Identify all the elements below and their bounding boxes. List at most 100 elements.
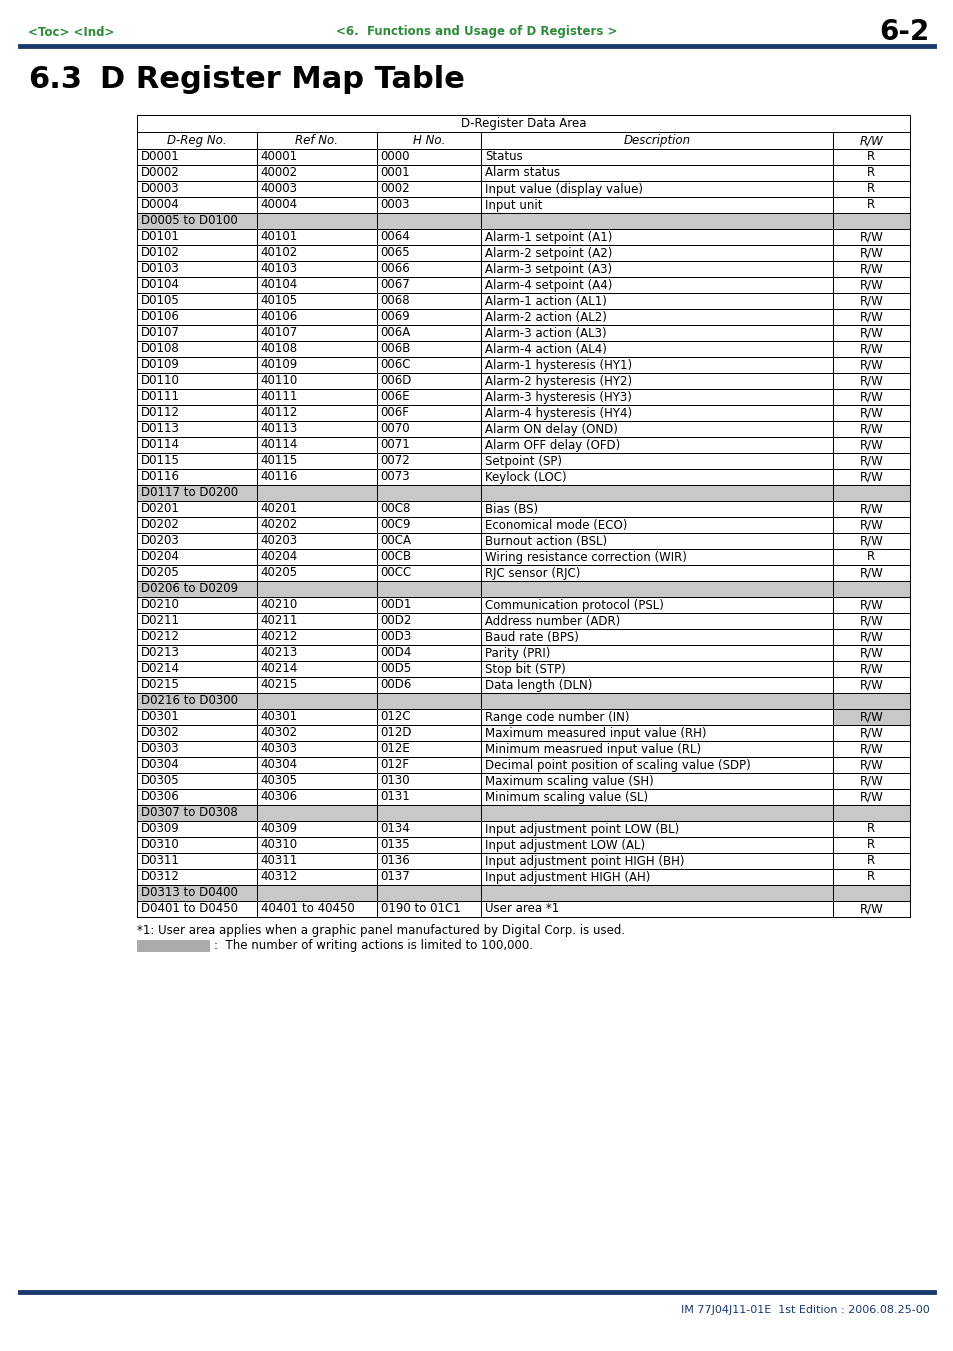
Text: R/W: R/W xyxy=(859,470,882,484)
Text: Alarm-2 hysteresis (HY2): Alarm-2 hysteresis (HY2) xyxy=(484,374,632,388)
Text: R/W: R/W xyxy=(859,295,882,308)
Text: R/W: R/W xyxy=(859,246,882,259)
Bar xyxy=(832,389,909,405)
Text: 00CC: 00CC xyxy=(380,566,412,580)
Text: D0401 to D0450: D0401 to D0450 xyxy=(141,902,237,916)
Bar xyxy=(480,277,832,293)
Text: 40114: 40114 xyxy=(260,439,298,451)
Bar xyxy=(832,709,909,725)
Bar xyxy=(137,230,256,245)
Text: 40003: 40003 xyxy=(260,182,297,196)
Text: R/W: R/W xyxy=(859,662,882,676)
Bar xyxy=(376,373,480,389)
Bar xyxy=(480,534,832,549)
Bar xyxy=(480,885,832,901)
Bar xyxy=(832,485,909,501)
Text: Input adjustment point HIGH (BH): Input adjustment point HIGH (BH) xyxy=(484,854,683,867)
Text: R/W: R/W xyxy=(859,758,882,771)
Bar xyxy=(256,597,376,613)
Text: R/W: R/W xyxy=(859,503,882,516)
Bar xyxy=(376,838,480,852)
Bar xyxy=(376,773,480,789)
Text: D0115: D0115 xyxy=(141,454,180,467)
Bar xyxy=(832,309,909,326)
Text: 012C: 012C xyxy=(380,711,411,724)
Bar xyxy=(376,661,480,677)
Text: Address number (ADR): Address number (ADR) xyxy=(484,615,619,627)
Bar xyxy=(256,757,376,773)
Text: 40202: 40202 xyxy=(260,519,297,531)
Bar xyxy=(480,740,832,757)
Text: Burnout action (BSL): Burnout action (BSL) xyxy=(484,535,606,547)
Bar xyxy=(480,261,832,277)
Bar xyxy=(832,326,909,340)
Text: R/W: R/W xyxy=(859,134,882,147)
Text: Ref No.: Ref No. xyxy=(294,134,338,147)
Text: R/W: R/W xyxy=(859,566,882,580)
Text: 0134: 0134 xyxy=(380,823,410,835)
Bar xyxy=(376,261,480,277)
Bar xyxy=(832,277,909,293)
Bar xyxy=(832,549,909,565)
Text: 0068: 0068 xyxy=(380,295,410,308)
Bar xyxy=(137,709,256,725)
Text: 40108: 40108 xyxy=(260,343,297,355)
Text: Alarm-4 hysteresis (HY4): Alarm-4 hysteresis (HY4) xyxy=(484,407,632,420)
Text: D0211: D0211 xyxy=(141,615,180,627)
Bar xyxy=(480,852,832,869)
Bar xyxy=(376,534,480,549)
Bar xyxy=(832,197,909,213)
Text: D0103: D0103 xyxy=(141,262,179,276)
Text: 40215: 40215 xyxy=(260,678,297,692)
Bar xyxy=(832,805,909,821)
Bar xyxy=(137,805,256,821)
Bar xyxy=(376,709,480,725)
Text: D0005 to D0100: D0005 to D0100 xyxy=(141,215,237,227)
Bar xyxy=(137,693,256,709)
Text: R: R xyxy=(866,854,875,867)
Bar xyxy=(256,901,376,917)
Bar xyxy=(376,852,480,869)
Text: R/W: R/W xyxy=(859,439,882,451)
Bar xyxy=(832,436,909,453)
Bar xyxy=(256,436,376,453)
Text: 40115: 40115 xyxy=(260,454,297,467)
Bar xyxy=(376,757,480,773)
Bar xyxy=(480,436,832,453)
Bar xyxy=(256,213,376,230)
Text: 0064: 0064 xyxy=(380,231,410,243)
Text: D0310: D0310 xyxy=(141,839,179,851)
Bar xyxy=(832,405,909,422)
Bar xyxy=(137,373,256,389)
Text: D0114: D0114 xyxy=(141,439,180,451)
Bar xyxy=(137,869,256,885)
Bar xyxy=(137,838,256,852)
Text: D0313 to D0400: D0313 to D0400 xyxy=(141,886,237,900)
Bar xyxy=(256,725,376,740)
Bar xyxy=(832,901,909,917)
Bar xyxy=(256,422,376,436)
Bar xyxy=(137,485,256,501)
Text: D0201: D0201 xyxy=(141,503,180,516)
Text: 00D3: 00D3 xyxy=(380,631,412,643)
Text: RJC sensor (RJC): RJC sensor (RJC) xyxy=(484,566,579,580)
Text: R/W: R/W xyxy=(859,390,882,404)
Bar xyxy=(256,534,376,549)
Text: 40214: 40214 xyxy=(260,662,298,676)
Bar xyxy=(256,405,376,422)
Bar xyxy=(376,132,480,149)
Text: Alarm OFF delay (OFD): Alarm OFF delay (OFD) xyxy=(484,439,619,451)
Text: D0105: D0105 xyxy=(141,295,179,308)
Text: R/W: R/W xyxy=(859,535,882,547)
Text: Status: Status xyxy=(484,150,522,163)
Bar xyxy=(137,725,256,740)
Bar xyxy=(256,517,376,534)
Bar xyxy=(376,613,480,630)
Bar xyxy=(376,885,480,901)
Bar xyxy=(137,549,256,565)
Bar xyxy=(832,757,909,773)
Bar xyxy=(376,453,480,469)
Bar xyxy=(376,517,480,534)
Bar xyxy=(256,389,376,405)
Bar xyxy=(256,277,376,293)
